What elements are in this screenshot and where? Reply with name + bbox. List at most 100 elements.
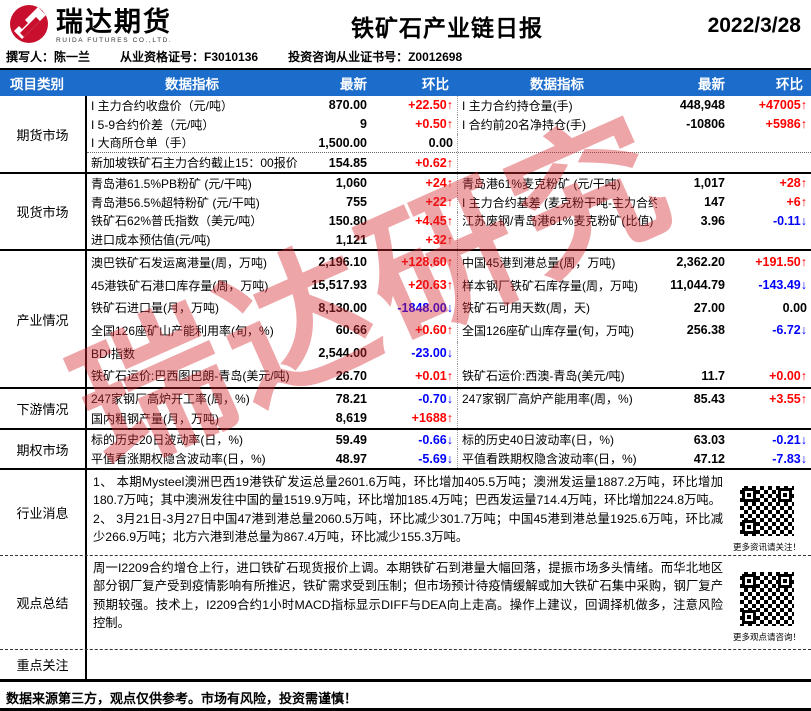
brand: 瑞达期货 RUIDA FUTURES CO.,LTD. [8,3,243,50]
indicator-cell: 青岛港61.5%PB粉矿 (元/干吨) [91,176,252,191]
page-title: 铁矿石产业链日报 [351,15,543,41]
indicator-cell: BDI指数 [91,346,136,361]
change-cell: +5986↑ [765,117,807,132]
change-cell: +28↑ [779,176,807,191]
change-cell: +22.50↑ [408,98,453,113]
meta-license-1: 从业资格证号：F3010136 [120,50,259,64]
table-row: BDI指数 2,544.00 -23.00↓ [87,341,811,365]
focus-text [93,653,807,677]
section-label-focus: 重点关注 [0,650,87,679]
report-header: 瑞达期货 RUIDA FUTURES CO.,LTD. 铁矿石产业链日报 202… [0,0,811,50]
view-qr-caption: 更多观点请咨询！ [732,632,801,642]
indicator-cell: 平值看跌期权隐含波动率(日，%) [457,449,657,468]
qr-code-icon [739,485,795,537]
value-cell: 1,500.00 [318,135,367,150]
value-cell: 48.97 [335,451,367,466]
value-cell: 755 [346,195,367,210]
news-text: 1、 本期Mysteel澳洲巴西19港铁矿发运总量2601.6万吨，环比增加40… [93,475,723,545]
indicator-cell: 青岛港61%麦克粉矿 (元/干吨) [457,174,657,193]
view-text: 周一I2209合约增仓上行，进口铁矿石现货报价上调。本期铁矿石到港量大幅回落，提… [93,561,723,631]
section-rows: 澳巴铁矿石发运离港量(周，万吨) 2,196.10 +128.60↑ 中国45港到港总… [87,251,811,388]
indicator-cell [457,341,657,365]
value-cell: 2,196.10 [318,255,367,270]
value-cell: 27.00 [693,300,725,315]
change-cell: +22↑ [425,195,453,210]
table-row: I 5-9合约价差（元/吨） 9 +0.50↑ I 合约前20名净持仓(手) -1080… [87,114,811,134]
section-focus: 重点关注 [0,650,811,682]
brand-logo-icon [8,3,50,50]
news-qr-box: 更多资讯请关注！ [727,473,807,553]
brand-text: 瑞达期货 RUIDA FUTURES CO.,LTD. [56,8,173,44]
change-cell: +32↑ [425,232,453,247]
change-cell: +0.50↑ [415,117,453,132]
value-cell: 448,948 [679,98,725,113]
change-cell: +20.63↑ [408,278,453,292]
table-row: I 大商所仓单（手） 1,500.00 0.00 [87,133,811,153]
table-row: 铁矿石62%普氏指数（美元/吨） 150.80 +4.45↑ 江苏废钢/青岛港61%麦… [87,211,811,231]
section-rows: I 主力合约收盘价（元/吨） 870.00 +22.50↑ I 主力合约持仓量(手) 4… [87,96,811,172]
change-cell: -0.21↓ [772,432,807,447]
data-table-body: 期货市场 I 主力合约收盘价（元/吨） 870.00 +22.50↑ I 主力合约持仓量… [0,96,811,470]
value-cell: 9 [360,117,367,132]
table-row: 青岛港56.5%超特粉矿 (元/干吨) 755 +22↑ I 主力合约基差 (麦克粉干… [87,192,811,212]
brand-subtitle: RUIDA FUTURES CO.,LTD. [56,36,173,44]
qr-finder-icon [742,610,756,624]
table-row: 45港铁矿石港口库存量(周，万吨) 15,517.93 +20.63↑ 样本钢厂铁矿石… [87,273,811,297]
indicator-cell: 铁矿石运价:西澳-青岛(美元/吨) [457,364,657,388]
table-header-row: 项目类别 数据指标 最新 环比 数据指标 最新 环比 [0,70,811,96]
change-cell: +0.01↑ [415,368,453,383]
section-industry: 产业情况 澳巴铁矿石发运离港量(周，万吨) 2,196.10 +128.60↑ 中国45… [0,251,811,389]
col-header-indicator-right: 数据指标 [530,77,584,92]
change-cell: +24↑ [425,176,453,191]
section-futures: 期货市场 I 主力合约收盘价（元/吨） 870.00 +22.50↑ I 主力合约持仓量… [0,96,811,174]
change-cell: -7.83↓ [772,451,807,466]
table-row: I 主力合约收盘价（元/吨） 870.00 +22.50↑ I 主力合约持仓量(手) 4… [87,96,811,115]
indicator-cell: I 5-9合约价差（元/吨） [91,117,215,132]
col-header-category: 项目类别 [10,77,64,92]
news-content: 1、 本期Mysteel澳洲巴西19港铁矿发运总量2601.6万吨，环比增加40… [87,470,811,555]
table-row: 平值看涨期权隐含波动率(日，%) 48.97 -5.69↓ 平值看跌期权隐含波动率(日… [87,449,811,468]
value-cell: 63.03 [693,432,725,447]
section-label-view: 观点总结 [0,556,87,649]
meta-line: 撰写人：陈一兰 从业资格证号：F3010136 投资咨询从业证书号：Z00126… [0,50,811,70]
value-cell: 15,517.93 [311,278,367,292]
table-row: 铁矿石进口量(月，万吨) 8,130.00 -1848.00↓ 铁矿石可用天数(周，天… [87,296,811,320]
section-rows: 标的历史20日波动率(日，%) 59.49 -0.66↓ 标的历史40日波动率(日，%… [87,430,811,468]
qr-code-icon [739,571,795,627]
table-row: 国内粗钢产量(月，万吨) 8,619 +1688↑ [87,408,811,428]
table-row: 全国126座矿山产能利用率(旬，%) 60.66 +0.60↑ 全国126座矿山库存量… [87,319,811,342]
indicator-cell [457,133,657,153]
value-cell: 154.85 [328,155,367,170]
change-cell: -6.72↓ [772,323,807,338]
value-cell: 1,121 [335,232,367,247]
meta-license-2: 投资咨询从业证书号：Z0012698 [288,50,463,64]
value-cell: 2,362.20 [676,255,725,270]
section-down: 下游情况 247家钢厂高炉开工率(周，%) 78.21 -0.70↓ 247家钢厂高炉产… [0,389,811,430]
focus-content [87,650,811,679]
indicator-cell: I 合约前20名净持仓(手) [457,114,657,134]
value-cell: 11,044.79 [670,278,725,292]
value-cell: 26.70 [335,368,367,383]
value-cell: 1,060 [335,176,367,191]
indicator-cell: 新加坡铁矿石主力合约截止15：00报价(美元/吨 [91,156,297,171]
section-rows: 247家钢厂高炉开工率(周，%) 78.21 -0.70↓ 247家钢厂高炉产能用率(… [87,389,811,428]
table-row: 标的历史20日波动率(日，%) 59.49 -0.66↓ 标的历史40日波动率(日，%… [87,430,811,449]
view-content: 周一I2209合约增仓上行，进口铁矿石现货报价上调。本期铁矿石到港量大幅回落，提… [87,556,811,649]
value-cell: 3.96 [700,213,725,228]
indicator-cell: 247家钢厂高炉开工率(周，%) [91,392,250,407]
col-header-latest-right: 最新 [698,77,725,92]
indicator-cell: 铁矿石62%普氏指数（美元/吨） [91,214,263,229]
table-row: 澳巴铁矿石发运离港量(周，万吨) 2,196.10 +128.60↑ 中国45港到港总… [87,251,811,274]
value-cell: 1,017 [693,176,725,191]
value-cell: -10806 [686,117,725,132]
indicator-cell: 247家钢厂高炉产能用率(周，%) [457,389,657,409]
footer-disclaimer: 数据来源第三方，观点仅供参考。市场有风险，投资需谨慎！ [0,682,811,711]
value-cell: 147 [704,195,725,210]
change-cell: +6↑ [786,195,807,210]
section-news: 行业消息 1、 本期Mysteel澳洲巴西19港铁矿发运总量2601.6万吨，环… [0,470,811,556]
section-label: 期货市场 [0,96,87,172]
indicator-cell: 45港铁矿石港口库存量(周，万吨) [91,278,269,293]
col-header-latest-left: 最新 [340,77,367,92]
change-cell: +4.45↑ [415,213,453,228]
